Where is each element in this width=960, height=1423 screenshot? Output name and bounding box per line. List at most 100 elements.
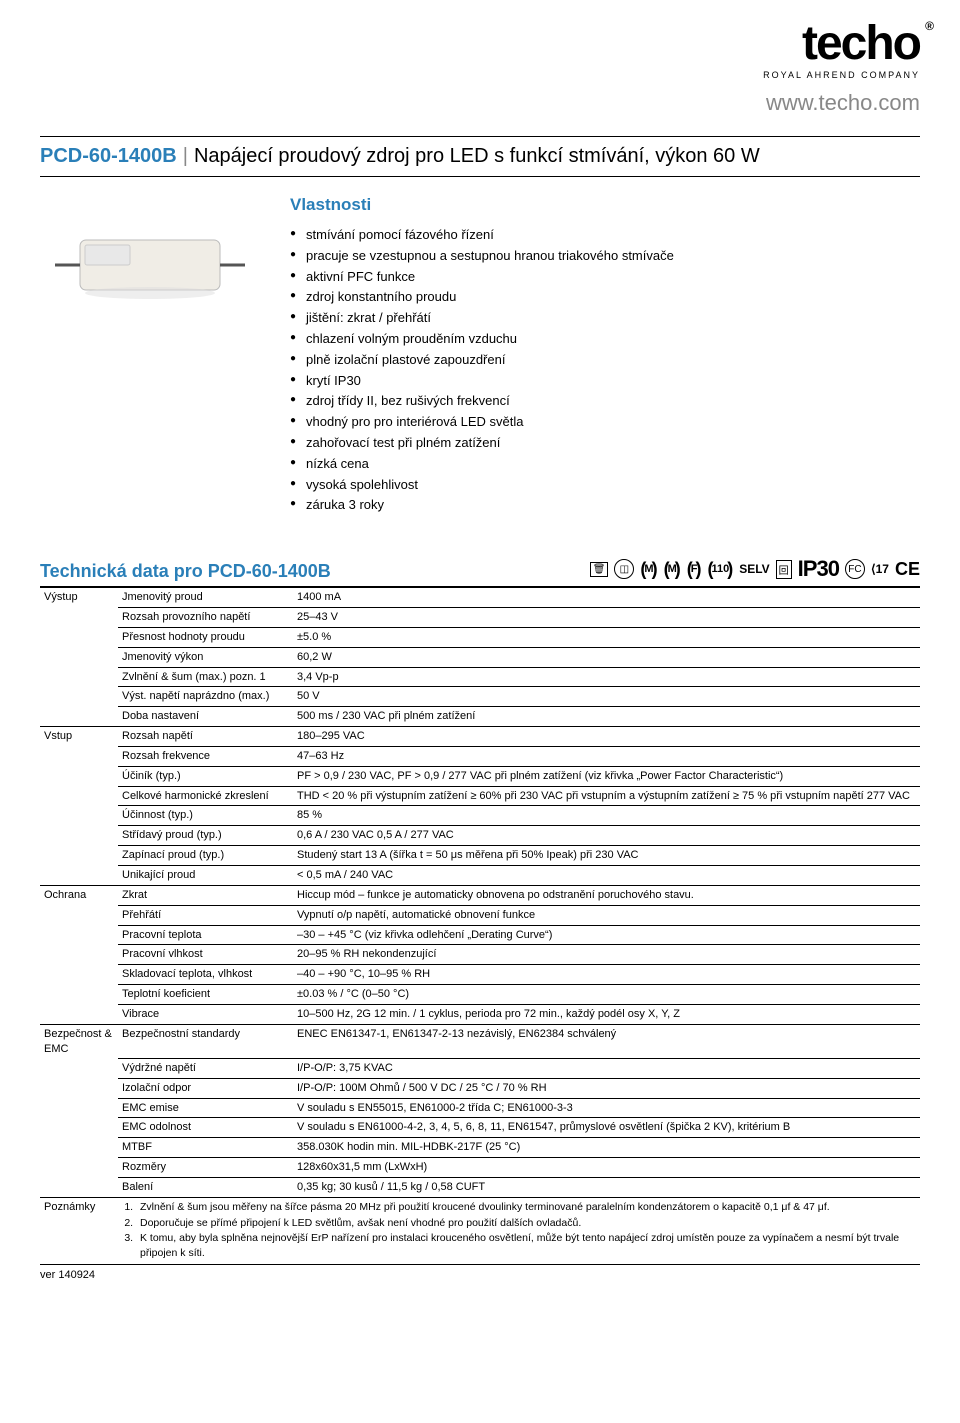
model-code: PCD-60-1400B <box>40 145 177 167</box>
feature-item: aktivní PFC funkce <box>290 267 920 288</box>
spec-value: THD < 20 % při výstupním zatížení ≥ 60% … <box>293 786 920 806</box>
spec-value: 10–500 Hz, 2G 12 min. / 1 cyklus, period… <box>293 1004 920 1024</box>
spec-group-label <box>40 1098 118 1118</box>
spec-param: Rozměry <box>118 1158 293 1178</box>
feature-item: zahořovací test při plném zatížení <box>290 433 920 454</box>
specs-table: VýstupJmenovitý proud1400 mARozsah provo… <box>40 588 920 1264</box>
spec-group-label <box>40 746 118 766</box>
feature-item: stmívání pomocí fázového řízení <box>290 225 920 246</box>
spec-group-label <box>40 985 118 1005</box>
spec-param: Účinnost (typ.) <box>118 806 293 826</box>
spec-param: Skladovací teplota, vlhkost <box>118 965 293 985</box>
spec-value: 500 ms / 230 VAC při plném zatížení <box>293 707 920 727</box>
spec-group-label <box>40 687 118 707</box>
spec-param: Pracovní vlhkost <box>118 945 293 965</box>
spec-value: V souladu s EN55015, EN61000-2 třída C; … <box>293 1098 920 1118</box>
spec-value: Hiccup mód – funkce je automaticky obnov… <box>293 885 920 905</box>
spec-row: VýstupJmenovitý proud1400 mA <box>40 588 920 607</box>
spec-param: Střídavý proud (typ.) <box>118 826 293 846</box>
spec-group-label <box>40 667 118 687</box>
spec-row: Doba nastavení500 ms / 230 VAC při plném… <box>40 707 920 727</box>
spec-param: Zkrat <box>118 885 293 905</box>
spec-group-label <box>40 1158 118 1178</box>
spec-value: Studený start 13 A (šířka t = 50 μs měře… <box>293 846 920 866</box>
spec-row: PřehřátíVypnutí o/p napětí, automatické … <box>40 905 920 925</box>
spec-param: Jmenovitý výkon <box>118 647 293 667</box>
spec-group-label <box>40 1138 118 1158</box>
spec-value: 85 % <box>293 806 920 826</box>
spec-param: EMC odolnost <box>118 1118 293 1138</box>
spec-group-label <box>40 1177 118 1197</box>
spec-value: < 0,5 mA / 240 VAC <box>293 865 920 885</box>
spec-row: MTBF358.030K hodin min. MIL-HDBK-217F (2… <box>40 1138 920 1158</box>
spec-value: 25–43 V <box>293 608 920 628</box>
note-item: K tomu, aby byla splněna nejnovější ErP … <box>136 1231 916 1260</box>
spec-row: Přesnost hodnoty proudu±5.0 % <box>40 627 920 647</box>
spec-row: EMC odolnostV souladu s EN61000-4-2, 3, … <box>40 1118 920 1138</box>
notes-group-label: Poznámky <box>40 1197 118 1264</box>
psu-illustration-icon <box>50 215 250 315</box>
feature-item: pracuje se vzestupnou a sestupnou hranou… <box>290 246 920 267</box>
spec-group-label <box>40 647 118 667</box>
spec-row: Skladovací teplota, vlhkost–40 – +90 °C,… <box>40 965 920 985</box>
spec-group-label <box>40 786 118 806</box>
spec-row: Výdržné napětíI/P-O/P: 3,75 KVAC <box>40 1058 920 1078</box>
spec-row: Střídavý proud (typ.)0,6 A / 230 VAC 0,5… <box>40 826 920 846</box>
spec-row: Rozměry128x60x31,5 mm (LxWxH) <box>40 1158 920 1178</box>
spec-group-label <box>40 1058 118 1078</box>
spec-param: Teplotní koeficient <box>118 985 293 1005</box>
spec-row: Účinnost (typ.)85 % <box>40 806 920 826</box>
notes-cell: Zvlnění & šum jsou měřeny na šířce pásma… <box>118 1197 920 1264</box>
title-description: Napájecí proudový zdroj pro LED s funkcí… <box>194 145 760 167</box>
feature-item: vysoká spolehlivost <box>290 475 920 496</box>
badge-selv: SELV <box>739 562 769 576</box>
spec-group-label: Bezpečnost & EMC <box>40 1024 118 1058</box>
badge-m2: M <box>664 559 681 580</box>
spec-value: 180–295 VAC <box>293 727 920 747</box>
spec-param: Vibrace <box>118 1004 293 1024</box>
spec-row: Celkové harmonické zkresleníTHD < 20 % p… <box>40 786 920 806</box>
badge-f: F <box>687 559 702 580</box>
spec-row: OchranaZkratHiccup mód – funkce je autom… <box>40 885 920 905</box>
spec-value: 1400 mA <box>293 588 920 607</box>
spec-group-label <box>40 707 118 727</box>
spec-group-label <box>40 965 118 985</box>
spec-param: Izolační odpor <box>118 1078 293 1098</box>
feature-item: chlazení volným prouděním vzduchu <box>290 329 920 350</box>
spec-value: ±0.03 % / °C (0–50 °C) <box>293 985 920 1005</box>
spec-group-label <box>40 1078 118 1098</box>
features-title: Vlastnosti <box>290 195 920 215</box>
spec-row: EMC emiseV souladu s EN55015, EN61000-2 … <box>40 1098 920 1118</box>
badge-double-square-icon: ◫ <box>614 559 634 579</box>
brand-url: www.techo.com <box>766 90 920 116</box>
spec-param: Rozsah napětí <box>118 727 293 747</box>
spec-param: Zvlnění & šum (max.) pozn. 1 <box>118 667 293 687</box>
spec-row: Výst. napětí naprázdno (max.)50 V <box>40 687 920 707</box>
spec-param: Bezpečnostní standardy <box>118 1024 293 1058</box>
feature-item: zdroj konstantního proudu <box>290 287 920 308</box>
spec-row: Pracovní teplota–30 – +45 °C (viz křivka… <box>40 925 920 945</box>
spec-row: Rozsah frekvence47–63 Hz <box>40 746 920 766</box>
feature-item: plně izolační plastové zapouzdření <box>290 350 920 371</box>
spec-param: Doba nastavení <box>118 707 293 727</box>
spec-row: Zapínací proud (typ.)Studený start 13 A … <box>40 846 920 866</box>
spec-group-label <box>40 1004 118 1024</box>
spec-value: 60,2 W <box>293 647 920 667</box>
page-header: techo® ROYAL AHREND COMPANY www.techo.co… <box>40 20 920 116</box>
badge-enec-icon: ⟨17 <box>871 562 889 576</box>
spec-value: V souladu s EN61000-4-2, 3, 4, 5, 6, 8, … <box>293 1118 920 1138</box>
spec-group-label <box>40 826 118 846</box>
top-section: Vlastnosti stmívání pomocí fázového říze… <box>40 195 920 516</box>
spec-param: Jmenovitý proud <box>118 588 293 607</box>
spec-param: Balení <box>118 1177 293 1197</box>
spec-group-label <box>40 608 118 628</box>
spec-param: MTBF <box>118 1138 293 1158</box>
spec-row: Jmenovitý výkon60,2 W <box>40 647 920 667</box>
spec-row: Teplotní koeficient±0.03 % / °C (0–50 °C… <box>40 985 920 1005</box>
spec-row: Izolační odporI/P-O/P: 100M Ohmů / 500 V… <box>40 1078 920 1098</box>
feature-item: zdroj třídy II, bez rušivých frekvencí <box>290 391 920 412</box>
features-block: Vlastnosti stmívání pomocí fázového říze… <box>290 195 920 516</box>
spec-value: 128x60x31,5 mm (LxWxH) <box>293 1158 920 1178</box>
badge-trash-icon: 🗑 <box>590 562 609 577</box>
spec-param: Přesnost hodnoty proudu <box>118 627 293 647</box>
